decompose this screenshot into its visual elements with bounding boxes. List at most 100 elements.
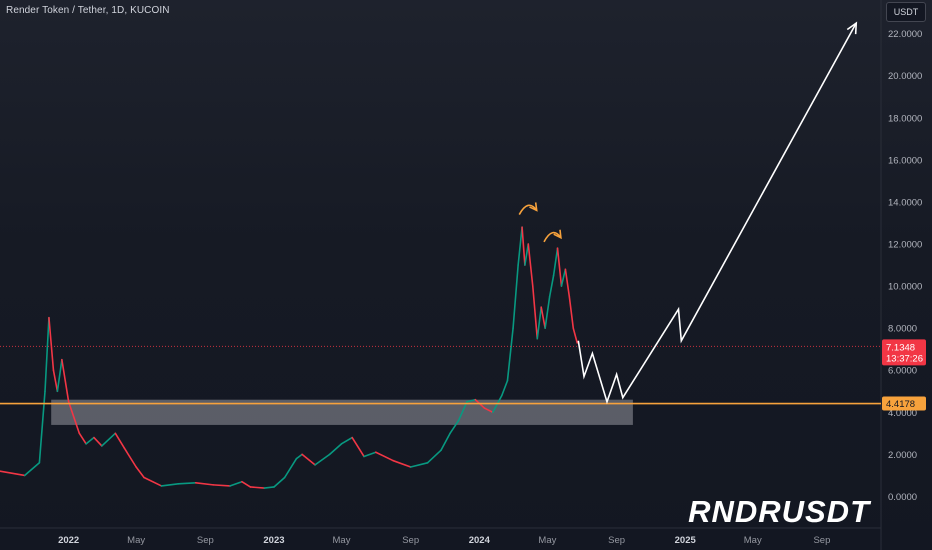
price-segment	[212, 484, 231, 487]
price-segment	[426, 449, 442, 464]
x-tick-label: Sep	[402, 535, 419, 546]
price-segment	[101, 432, 117, 447]
y-tick-label: 22.0000	[888, 29, 922, 40]
price-segment	[501, 379, 509, 397]
y-tick-label: 14.0000	[888, 197, 922, 208]
price-segment	[440, 432, 451, 451]
price-segment	[143, 476, 163, 487]
price-segment	[527, 243, 534, 287]
y-tick-label: 12.0000	[888, 240, 922, 251]
price-segment	[457, 400, 468, 422]
price-segment	[572, 327, 579, 344]
price-segment	[135, 466, 145, 479]
support-price-tag	[882, 396, 926, 411]
price-segment	[241, 480, 252, 488]
price-segment	[61, 358, 70, 403]
price-segment	[466, 398, 477, 403]
bar-countdown: 13:37:26	[886, 353, 923, 364]
current-price-tag	[882, 339, 926, 366]
curved-arrow-2-head	[553, 229, 562, 240]
price-segment	[263, 486, 275, 489]
price-segment	[506, 327, 514, 382]
x-tick-label: May	[127, 535, 145, 546]
x-tick-label: Sep	[813, 535, 830, 546]
price-segment	[301, 453, 316, 466]
price-segment	[295, 453, 303, 460]
currency-selector[interactable]: USDT	[886, 2, 926, 22]
x-tick-label: May	[538, 535, 556, 546]
y-tick-label: 10.0000	[888, 282, 922, 293]
price-segment	[229, 480, 243, 487]
y-tick-label: 0.0000	[888, 492, 917, 503]
price-segment	[531, 285, 539, 340]
price-segment	[52, 369, 59, 393]
price-segment	[564, 268, 571, 298]
price-segment	[273, 476, 286, 488]
price-segment	[375, 451, 395, 462]
price-segment	[328, 443, 343, 456]
y-tick-label: 2.0000	[888, 450, 917, 461]
price-segment	[48, 316, 55, 372]
price-segment	[283, 457, 298, 479]
price-segment	[38, 390, 46, 464]
price-segment	[521, 226, 526, 266]
price-segment	[23, 461, 41, 477]
price-segment	[0, 470, 26, 477]
y-tick-label: 20.0000	[888, 71, 922, 82]
price-segment	[363, 451, 377, 458]
x-tick-label: 2022	[58, 535, 79, 546]
price-segment	[194, 481, 215, 486]
price-segment	[67, 400, 81, 435]
price-segment	[160, 483, 180, 487]
price-segment	[449, 419, 460, 435]
price-segment	[540, 306, 546, 329]
chart-title: Render Token / Tether, 1D, KUCOIN	[6, 5, 170, 16]
price-segment	[114, 432, 126, 449]
x-tick-label: Sep	[197, 535, 214, 546]
price-segment	[123, 447, 137, 468]
price-segment	[409, 461, 429, 468]
y-tick-label: 8.0000	[888, 324, 917, 335]
price-segment	[249, 486, 266, 489]
price-segment	[556, 247, 563, 287]
x-tick-label: 2024	[469, 535, 491, 546]
curved-arrow-1	[518, 204, 538, 215]
price-segment	[536, 306, 543, 340]
x-tick-label: 2023	[263, 535, 284, 546]
x-tick-label: May	[744, 535, 762, 546]
projection-path	[577, 22, 857, 405]
price-segment	[483, 407, 494, 414]
price-segment	[177, 481, 197, 485]
price-segment	[85, 436, 95, 445]
price-segment	[93, 436, 103, 447]
price-segment	[548, 274, 555, 298]
price-segment	[56, 358, 63, 393]
price-segment	[351, 436, 365, 458]
y-tick-label: 18.0000	[888, 113, 922, 124]
x-tick-label: May	[333, 535, 351, 546]
price-segment	[314, 453, 331, 466]
price-segment	[512, 264, 519, 329]
price-segment	[568, 295, 575, 329]
price-segment	[517, 226, 523, 266]
price-segment	[560, 268, 567, 287]
projection-arrowhead	[846, 21, 858, 35]
price-segment	[78, 432, 87, 445]
curved-arrow-1-head	[529, 202, 538, 212]
current-price-value: 7.1348	[886, 342, 915, 353]
x-tick-label: 2025	[675, 535, 697, 546]
curved-arrow-2	[543, 231, 562, 243]
price-segment	[552, 247, 559, 277]
price-segment	[392, 459, 412, 468]
y-tick-label: 16.0000	[888, 155, 922, 166]
price-segment	[544, 295, 551, 329]
support-price-value: 4.4178	[886, 399, 915, 410]
price-segment	[340, 436, 353, 445]
symbol-watermark: RNDRUSDT	[688, 494, 870, 529]
y-tick-label: 6.0000	[888, 366, 917, 377]
price-segment	[44, 316, 50, 393]
y-tick-label: 4.0000	[888, 408, 917, 419]
x-tick-label: Sep	[608, 535, 625, 546]
